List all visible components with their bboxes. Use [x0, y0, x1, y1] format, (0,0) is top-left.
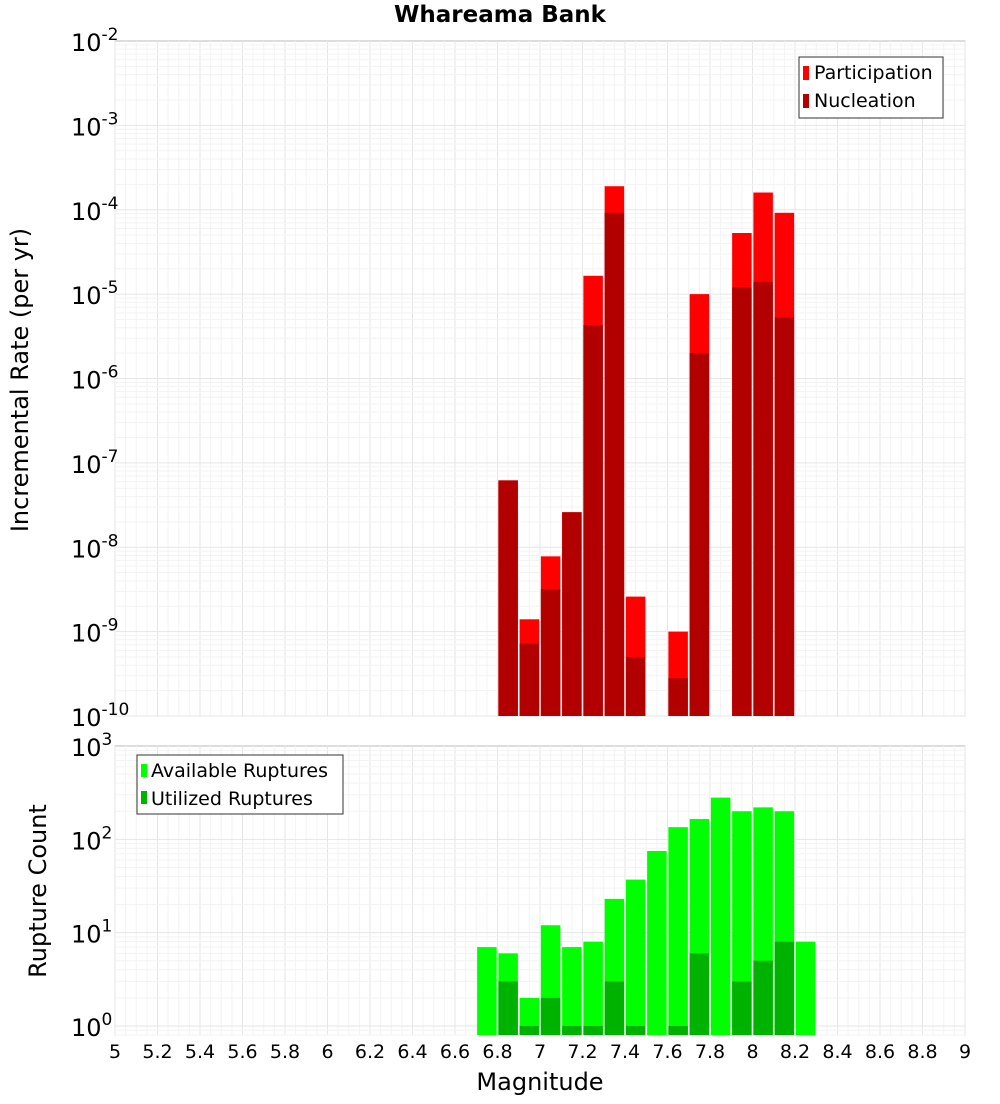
x-axis-label: Magnitude [476, 1068, 603, 1096]
x-tick-label: 5.2 [142, 1041, 172, 1063]
bar-utilized-ruptures-1 [519, 1025, 540, 1035]
x-tick-label: 8.2 [780, 1041, 810, 1063]
nucleation-legend-swatch [803, 94, 809, 108]
x-tick-label: 8.8 [907, 1041, 937, 1063]
bar-utilized-ruptures-2 [540, 997, 561, 1035]
available-legend-label: Available Ruptures [151, 760, 328, 782]
participation-legend-swatch [803, 66, 809, 80]
x-tick-label: 6.8 [482, 1041, 512, 1063]
count-plot-bars [477, 797, 816, 1035]
bar-nucleation-5 [604, 212, 625, 716]
utilized-legend-label: Utilized Ruptures [151, 788, 313, 810]
x-tick-label: 7.2 [567, 1041, 597, 1063]
available-legend-swatch [141, 764, 147, 777]
rate-legend-box [798, 56, 944, 119]
bar-available-ruptures-0 [477, 947, 497, 1035]
rate-y-tick-labels: 10-10 10-9 10-8 10-7 10-6 10-5 10-4 10-3 10-2 [71, 25, 129, 732]
rate-plot-bars [498, 186, 795, 717]
bar-nucleation-6 [625, 657, 646, 716]
bar-nucleation-9 [732, 287, 752, 716]
bar-utilized-ruptures-0 [498, 981, 518, 1035]
rate-y-axis-label: Incremental Rate (per yr) [6, 228, 34, 532]
x-tick-label: 6.6 [440, 1041, 470, 1063]
y-tick-label: 102 [71, 823, 112, 855]
bar-nucleation-7 [668, 678, 688, 716]
count-y-tick-labels: 100 101 102 103 [71, 730, 112, 1042]
bar-nucleation-8 [689, 353, 710, 716]
y-tick-label: 10-9 [71, 616, 119, 648]
bar-available-ruptures-4 [562, 947, 582, 1035]
x-tick-labels: 5 5.2 5.4 5.6 5.8 6 6.2 6.4 6.6 6.8 7 7.2 7.4 7.6 7.8 8… [109, 1041, 971, 1063]
bar-nucleation-2 [540, 589, 561, 716]
bar-nucleation-11 [774, 317, 795, 716]
bar-utilized-ruptures-6 [625, 1025, 646, 1035]
bar-available-ruptures-12 [732, 811, 752, 1035]
y-tick-label: 10-4 [71, 194, 119, 226]
bar-available-ruptures-7 [625, 879, 646, 1035]
bar-utilized-ruptures-11 [774, 941, 795, 1035]
x-tick-label: 7.8 [695, 1041, 725, 1063]
bar-utilized-ruptures-10 [753, 960, 773, 1035]
x-tick-label: 5.4 [185, 1041, 215, 1063]
x-tick-label: 5.8 [270, 1041, 300, 1063]
bar-utilized-ruptures-7 [668, 1025, 688, 1035]
x-tick-label: 7 [534, 1041, 546, 1063]
bar-available-ruptures-11 [710, 797, 731, 1035]
y-tick-label: 10-10 [71, 700, 129, 732]
x-tick-label: 6 [321, 1041, 333, 1063]
bar-available-ruptures-15 [795, 941, 816, 1035]
x-tick-label: 5.6 [227, 1041, 257, 1063]
y-tick-label: 103 [71, 730, 112, 762]
y-tick-label: 10-7 [71, 447, 119, 479]
rate-plot-grid [114, 41, 966, 717]
y-tick-label: 10-2 [71, 25, 119, 57]
bar-nucleation-3 [562, 512, 582, 716]
bar-nucleation-1 [519, 643, 540, 716]
bar-available-ruptures-8 [647, 850, 667, 1035]
y-tick-label: 100 [71, 1010, 112, 1042]
x-tick-label: 9 [959, 1041, 971, 1063]
x-tick-label: 7.4 [610, 1041, 640, 1063]
x-tick-label: 8 [746, 1041, 758, 1063]
bar-utilized-ruptures-9 [732, 981, 752, 1035]
y-tick-label: 10-6 [71, 363, 119, 395]
count-legend: Available Ruptures Utilized Ruptures [136, 754, 344, 815]
bar-nucleation-0 [498, 480, 518, 716]
count-plot: 100 101 102 103 5 5.2 5.4 5.6 5.8 6 6.2 6.4 6.6 6.8 7… [24, 730, 971, 1096]
x-tick-label: 8.4 [822, 1041, 852, 1063]
nucleation-legend-label: Nucleation [814, 90, 916, 112]
participation-legend-label: Participation [814, 62, 933, 84]
bar-utilized-ruptures-8 [689, 953, 710, 1035]
y-tick-label: 10-8 [71, 531, 119, 563]
x-tick-label: 6.2 [355, 1041, 385, 1063]
y-tick-label: 101 [71, 917, 112, 949]
count-y-axis-label: Rupture Count [24, 804, 52, 978]
y-tick-label: 10-5 [71, 278, 119, 310]
bar-nucleation-4 [583, 325, 603, 716]
x-tick-label: 8.6 [865, 1041, 895, 1063]
x-tick-label: 5 [109, 1041, 121, 1063]
y-tick-label: 10-3 [71, 109, 119, 141]
bar-utilized-ruptures-4 [583, 1025, 603, 1035]
x-tick-label: 6.4 [397, 1041, 427, 1063]
bar-available-ruptures-2 [519, 997, 540, 1035]
bar-utilized-ruptures-3 [562, 1025, 582, 1035]
bar-nucleation-10 [753, 281, 773, 716]
utilized-legend-swatch [141, 791, 147, 804]
rate-legend: Participation Nucleation [798, 56, 944, 119]
chart-title: Whareama Bank [394, 2, 607, 28]
bar-utilized-ruptures-5 [604, 981, 625, 1035]
rate-plot: 10-10 10-9 10-8 10-7 10-6 10-5 10-4 10-3 10-2 Wh… [6, 2, 966, 732]
x-tick-label: 7.6 [652, 1041, 682, 1063]
bar-available-ruptures-9 [668, 827, 688, 1035]
bar-available-ruptures-5 [583, 941, 603, 1035]
count-legend-box [136, 754, 344, 815]
